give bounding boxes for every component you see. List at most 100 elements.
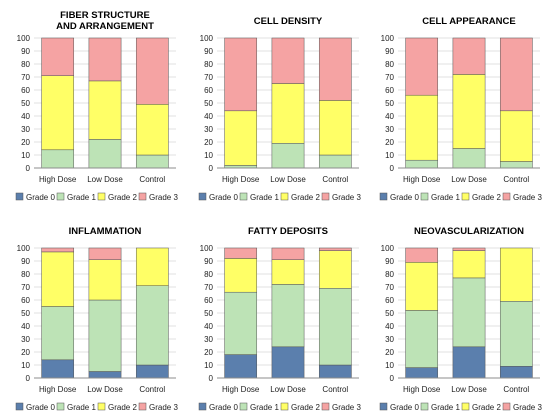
- y-tick-label: 0: [209, 374, 214, 383]
- legend-swatch: [15, 402, 24, 411]
- bar-segment-grade-2: [88, 80, 122, 140]
- y-tick-label: 90: [21, 257, 30, 266]
- y-tick-label: 90: [385, 257, 394, 266]
- y-tick-label: 10: [21, 361, 30, 370]
- bar-segment-grade-2: [41, 251, 75, 307]
- y-tick-label: 20: [385, 348, 394, 357]
- y-tick-label: 100: [200, 244, 214, 253]
- y-tick-label: 50: [385, 99, 394, 108]
- bar-segment-grade-0: [405, 367, 439, 379]
- legend-swatch: [280, 192, 289, 201]
- chart-title: CELL APPEARANCE: [422, 16, 515, 27]
- x-tick-label: High Dose: [39, 175, 77, 184]
- bar-segment-grade-2: [135, 247, 169, 286]
- bar-segment-grade-3: [224, 37, 258, 112]
- legend-label: Grade 1: [250, 403, 279, 412]
- bar-segment-grade-2: [224, 110, 258, 166]
- y-tick-label: 100: [381, 34, 395, 43]
- x-tick-label: Low Dose: [451, 385, 487, 394]
- legend-label: Grade 3: [513, 193, 542, 202]
- chart-title: FIBER STRUCTURE: [60, 10, 150, 21]
- bar-segment-grade-0: [318, 364, 352, 379]
- y-tick-label: 100: [17, 244, 31, 253]
- bar-segment-grade-1: [405, 159, 439, 169]
- chart-panel-2: CELL DENSITY 0 10 20 30 40 50 60 70 80 90 100 High D…: [198, 16, 361, 202]
- legend-label: Grade 1: [67, 193, 96, 202]
- legend: Grade 0 Grade 1 Grade 2 Grade 3: [379, 402, 542, 412]
- legend-swatch: [56, 402, 65, 411]
- bar-segment-grade-1: [499, 301, 533, 367]
- legend-label: Grade 2: [291, 403, 320, 412]
- x-tick-label: Low Dose: [87, 385, 123, 394]
- bar-segment-grade-1: [88, 299, 122, 372]
- bar-segment-grade-0: [135, 364, 169, 379]
- chart-title: AND ARRANGEMENT: [56, 21, 154, 32]
- legend-swatch: [420, 192, 429, 201]
- x-tick-label: High Dose: [39, 385, 77, 394]
- legend: Grade 0 Grade 1 Grade 2 Grade 3: [15, 192, 178, 202]
- y-tick-label: 30: [21, 335, 30, 344]
- bar-segment-grade-3: [135, 37, 169, 105]
- legend-swatch: [97, 192, 106, 201]
- bar-segment-grade-2: [224, 258, 258, 293]
- legend-swatch: [280, 402, 289, 411]
- x-tick-label: High Dose: [403, 175, 441, 184]
- bar-segment-grade-1: [224, 291, 258, 355]
- legend-label: Grade 2: [108, 403, 137, 412]
- bar-segment-grade-2: [452, 74, 486, 149]
- legend-label: Grade 3: [332, 403, 361, 412]
- y-tick-label: 0: [209, 164, 214, 173]
- legend-label: Grade 1: [250, 193, 279, 202]
- bar-segment-grade-3: [499, 37, 533, 112]
- y-tick-label: 60: [204, 86, 213, 95]
- legend-swatch: [321, 192, 330, 201]
- y-tick-label: 70: [385, 283, 394, 292]
- bar-segment-grade-0: [499, 366, 533, 379]
- y-tick-label: 30: [385, 335, 394, 344]
- legend-swatch: [56, 192, 65, 201]
- y-tick-label: 60: [204, 296, 213, 305]
- chart-title: CELL DENSITY: [254, 16, 323, 27]
- legend: Grade 0 Grade 1 Grade 2 Grade 3: [15, 402, 178, 412]
- bar-segment-grade-2: [405, 262, 439, 311]
- bar-segment-grade-1: [318, 154, 352, 169]
- y-tick-label: 30: [204, 125, 213, 134]
- y-tick-label: 70: [204, 73, 213, 82]
- bar-segment-grade-1: [271, 284, 305, 348]
- legend-swatch: [379, 192, 388, 201]
- bar-segment-grade-3: [41, 37, 75, 76]
- legend: Grade 0 Grade 1 Grade 2 Grade 3: [379, 192, 542, 202]
- legend-label: Grade 0: [26, 193, 55, 202]
- bar-segment-grade-2: [499, 247, 533, 302]
- bar-segment-grade-3: [88, 37, 122, 82]
- y-tick-label: 50: [204, 99, 213, 108]
- chart-panel-6: NEOVASCULARIZATION 0 10 20 30 40 50 60 70 80 90 100…: [379, 226, 542, 412]
- bar-segment-grade-1: [452, 148, 486, 169]
- legend-label: Grade 0: [390, 193, 419, 202]
- bar-segment-grade-0: [224, 354, 258, 379]
- bar-segment-grade-0: [88, 371, 122, 379]
- legend: Grade 0 Grade 1 Grade 2 Grade 3: [198, 192, 361, 202]
- bar-segment-grade-3: [88, 247, 122, 260]
- x-tick-label: Control: [139, 175, 165, 184]
- bar-segment-grade-1: [405, 310, 439, 368]
- legend: Grade 0 Grade 1 Grade 2 Grade 3: [198, 402, 361, 412]
- bar-segment-grade-2: [405, 94, 439, 161]
- bar-segment-grade-1: [41, 306, 75, 361]
- bar-segment-grade-1: [135, 285, 169, 366]
- x-tick-label: High Dose: [222, 385, 260, 394]
- y-tick-label: 90: [204, 257, 213, 266]
- legend-swatch: [239, 402, 248, 411]
- legend-label: Grade 2: [108, 193, 137, 202]
- y-tick-label: 40: [385, 322, 394, 331]
- y-tick-label: 20: [385, 138, 394, 147]
- y-tick-label: 90: [21, 47, 30, 56]
- y-tick-label: 80: [204, 270, 213, 279]
- y-tick-label: 50: [385, 309, 394, 318]
- y-tick-label: 70: [204, 283, 213, 292]
- chart-panel-5: FATTY DEPOSITS 0 10 20 30 40 50 60 70 80 90 100 High…: [198, 226, 361, 412]
- y-tick-label: 70: [21, 73, 30, 82]
- y-tick-label: 100: [381, 244, 395, 253]
- chart-title: INFLAMMATION: [69, 226, 142, 237]
- y-tick-label: 10: [385, 151, 394, 160]
